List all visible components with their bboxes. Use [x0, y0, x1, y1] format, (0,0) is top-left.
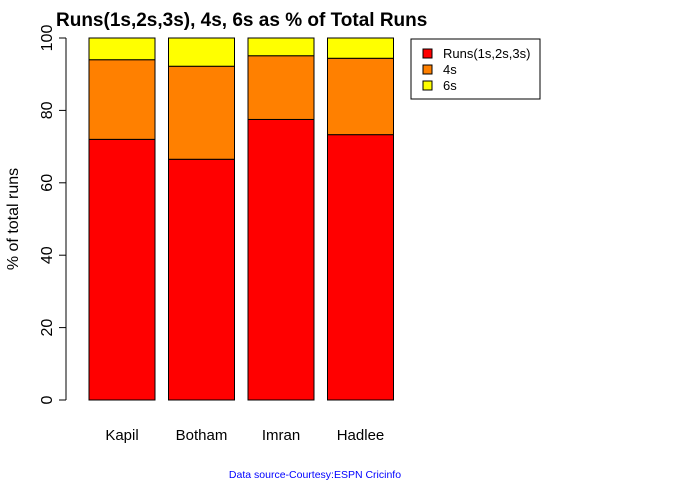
x-tick-label: Botham: [176, 427, 228, 444]
bars-group: [88, 37, 394, 401]
legend-swatch: [422, 48, 433, 59]
bar-segment: [88, 138, 156, 401]
legend-label: 6s: [443, 78, 457, 93]
bar-segment: [327, 37, 394, 59]
bar-segment: [327, 134, 394, 401]
legend-label: 4s: [443, 62, 457, 77]
bar-segment: [247, 37, 315, 57]
x-tick-labels: Kapil Botham Imran Hadlee: [105, 427, 384, 444]
bar-segment: [247, 55, 315, 120]
x-tick-label: Imran: [262, 427, 300, 444]
y-tick-label: 100: [39, 25, 56, 52]
bar-segment: [247, 118, 315, 401]
bar-segment: [168, 158, 235, 401]
x-tick-label: Hadlee: [337, 427, 385, 444]
legend-label: Runs(1s,2s,3s): [443, 46, 530, 61]
legend-swatch: [422, 80, 433, 91]
y-tick-label: 0: [39, 395, 56, 404]
y-tick-label: 40: [39, 246, 56, 264]
y-tick-label: 60: [39, 174, 56, 192]
y-tick-label: 80: [39, 101, 56, 119]
data-source-caption: Data source-Courtesy:ESPN Cricinfo: [229, 469, 401, 481]
chart-title: Runs(1s,2s,3s), 4s, 6s as % of Total Run…: [56, 10, 427, 31]
bar-segment: [88, 37, 156, 61]
bar-segment: [88, 59, 156, 140]
y-tick-label: 20: [39, 319, 56, 337]
bar-segment: [168, 37, 235, 67]
y-axis-label: % of total runs: [5, 168, 22, 270]
x-tick-label: Kapil: [105, 427, 138, 444]
bar-segment: [327, 57, 394, 136]
legend-swatch: [422, 64, 433, 75]
y-axis: 0 20 40 60 80 100: [39, 25, 67, 404]
bar-segment: [168, 65, 235, 160]
